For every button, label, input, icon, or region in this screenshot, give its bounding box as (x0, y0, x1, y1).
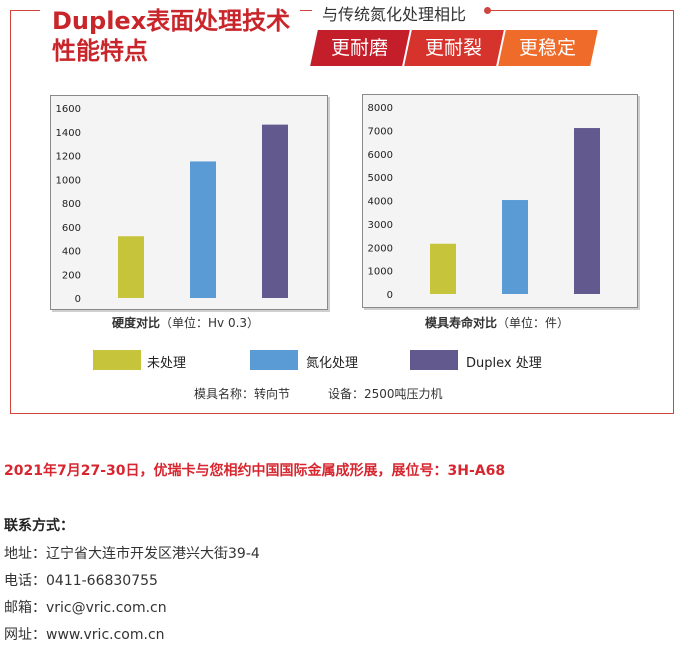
mold-life-chart-title: 模具寿命对比 (425, 316, 498, 330)
hardness-ytick-label: 1200 (56, 152, 81, 163)
mold-life-ytick-label: 0 (387, 290, 393, 301)
feature-tab-wear: 更耐磨 (310, 30, 410, 66)
legend-label-untreated: 未处理 (147, 356, 187, 371)
hardness-chart-unit: （单位：Hv 0.3） (160, 316, 260, 330)
legend-swatch-untreated (93, 350, 141, 370)
mold-name-note: 模具名称：转向节 (194, 387, 291, 401)
frame-top-mid-line (300, 10, 312, 11)
mold-life-chart-unit: （单位：件） (497, 316, 570, 330)
contact-phone: 电话：0411-66830755 (4, 573, 158, 589)
hardness-ytick-label: 1400 (56, 128, 81, 139)
mold-life-ytick-label: 5000 (368, 173, 393, 184)
equipment-note: 设备：2500吨压力机 (328, 387, 443, 401)
hardness-ytick-label: 600 (62, 223, 81, 234)
feature-tab-stable: 更稳定 (498, 30, 598, 66)
mold-life-ytick-label: 7000 (368, 126, 393, 137)
frame-top-left-line (10, 10, 40, 11)
mold-life-ytick-label: 1000 (368, 267, 393, 278)
contact-website[interactable]: 网址：www.vric.com.cn (4, 627, 165, 643)
mold-life-ytick-label: 8000 (368, 103, 393, 114)
frame-top-right-line (488, 10, 674, 11)
title-line-2: 性能特点 (52, 37, 148, 65)
hardness-bar-3 (262, 124, 288, 298)
feature-tab-wear-label: 更耐磨 (331, 37, 389, 59)
hardness-ytick-label: 1600 (56, 104, 81, 115)
legend-swatch-duplex (410, 350, 458, 370)
mold-life-ytick-label: 3000 (368, 220, 393, 231)
mold-life-ytick-label: 6000 (368, 150, 393, 161)
hardness-ytick-label: 1000 (56, 175, 81, 186)
mold-life-ytick-label: 4000 (368, 197, 393, 208)
legend-label-nitrided: 氮化处理 (306, 356, 359, 371)
hardness-chart: 0 200 400 600 800 1000 1200 1400 1600 (50, 95, 328, 310)
info-frame (10, 10, 674, 414)
exhibition-notice: 2021年7月27-30日，优瑞卡与您相约中国国际金属成形展，展位号：3H-A6… (4, 463, 506, 479)
legend-label-duplex: Duplex 处理 (466, 356, 542, 371)
contact-email[interactable]: 邮箱：vric@vric.com.cn (4, 600, 167, 616)
hardness-ytick-label: 400 (62, 247, 81, 258)
feature-tab-crack-label: 更耐裂 (425, 37, 483, 59)
mold-life-chart-caption: 模具寿命对比（单位：件） (425, 314, 569, 331)
hardness-bar-2 (190, 161, 216, 298)
hardness-chart-svg: 0 200 400 600 800 1000 1200 1400 1600 (56, 104, 288, 305)
hardness-bar-1 (118, 236, 144, 298)
hardness-ytick-label: 0 (75, 294, 81, 305)
legend-swatch-nitrided (250, 350, 298, 370)
title-line-1: Duplex表面处理技术 (52, 7, 291, 35)
feature-tab-crack: 更耐裂 (404, 30, 504, 66)
hardness-chart-caption: 硬度对比（单位：Hv 0.3） (112, 314, 259, 331)
contact-address: 地址：辽宁省大连市开发区港兴大街39-4 (4, 546, 260, 562)
mold-life-chart-svg: 0 1000 2000 3000 4000 5000 6000 7000 8000 (368, 103, 600, 301)
page-title: Duplex表面处理技术 性能特点 (52, 6, 302, 66)
contact-title: 联系方式： (4, 518, 74, 534)
hardness-ytick-label: 200 (62, 270, 81, 281)
hardness-ytick-label: 800 (62, 199, 81, 210)
feature-tab-stable-label: 更稳定 (519, 37, 577, 59)
mold-life-chart: 0 1000 2000 3000 4000 5000 6000 7000 8000 (362, 94, 638, 308)
mold-life-bar-1 (430, 243, 456, 294)
mold-life-bar-3 (574, 128, 600, 294)
mold-life-bar-2 (502, 200, 528, 294)
hardness-chart-title: 硬度对比 (112, 316, 161, 330)
comparison-subtitle: 与传统氮化处理相比 (322, 5, 467, 24)
frame-dot (484, 7, 491, 14)
mold-life-ytick-label: 2000 (368, 243, 393, 254)
